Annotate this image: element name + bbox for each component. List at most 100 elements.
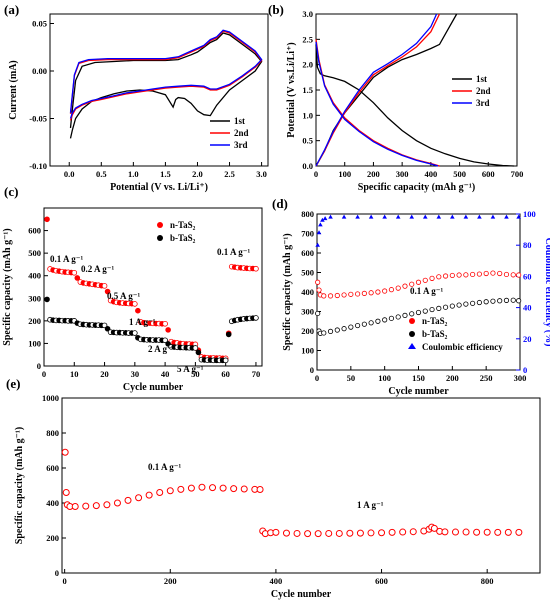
cycle-point (321, 330, 327, 336)
cycle-point (476, 271, 482, 277)
y-axis-label: Specific capacity (mAh g⁻¹) (2, 228, 13, 345)
legend-d-label: Coulombic efficiency (422, 342, 503, 352)
y-tick-label: 1000 (42, 393, 59, 403)
y-tick-label: 100 (28, 338, 41, 348)
rate-point (44, 216, 50, 223)
panel-label: (c) (4, 184, 18, 199)
rate-annotation: 0.1 A g⁻¹ (217, 247, 251, 257)
cycle-point (483, 299, 489, 305)
panel-label: (e) (6, 376, 20, 391)
rate-annotation: 0.1 A g⁻¹ (50, 254, 84, 264)
y2-axis-label: Coulombic efficiency (%) (543, 238, 550, 347)
long-cycle-point (256, 486, 264, 494)
cycle-point (368, 320, 374, 326)
long-cycle-point (166, 487, 174, 495)
cycle-point (415, 309, 422, 316)
long-cycle-point (92, 502, 100, 510)
cycle-point (315, 279, 321, 285)
x-tick-label: 0 (315, 373, 319, 383)
y-tick-label: 500 (301, 268, 314, 278)
long-cycle-point (346, 529, 354, 537)
legend-d-label: n-TaS₂ (422, 316, 448, 326)
long-cycle-point (219, 484, 227, 492)
y2-tick-label: 80 (523, 240, 532, 250)
y-tick-label: 600 (46, 463, 59, 473)
ce-point (382, 214, 387, 219)
legend-a-label: 1st (234, 116, 245, 126)
cycle-point (402, 312, 408, 318)
cycle-point (483, 270, 489, 277)
y-tick-label: 200 (28, 316, 41, 326)
y-tick-label: 0.5 (302, 136, 313, 146)
ce-point (395, 214, 401, 219)
long-cycle-point (378, 529, 386, 537)
long-cycle-point (230, 485, 238, 493)
x-axis-label: Cycle number (271, 589, 332, 600)
long-cycle-point (473, 528, 481, 536)
cycle-point (510, 297, 516, 303)
y-tick-label: 800 (301, 209, 314, 219)
cycle-point (341, 326, 347, 332)
cycle-point (476, 299, 482, 306)
x-tick-label: 150 (412, 373, 425, 383)
cycle-point (368, 290, 374, 296)
long-cycle-point (409, 528, 417, 536)
rate-point (162, 337, 168, 344)
long-cycle-point (103, 501, 111, 509)
y-tick-label: 1.0 (302, 110, 313, 120)
legend-b-label: 1st (476, 74, 487, 84)
long-cycle-point (367, 529, 375, 537)
long-cycle-point (399, 528, 407, 536)
x-axis-label: Cycle number (388, 386, 449, 397)
rate-point (132, 330, 138, 336)
cycle-point (382, 288, 388, 294)
long-cycle-point (388, 528, 396, 536)
cycle-point (388, 287, 395, 293)
cycle-point (442, 304, 449, 310)
long-cycle-point (494, 528, 502, 536)
rate-point (44, 296, 50, 303)
ce-point (368, 214, 374, 219)
y-tick-label: 600 (301, 248, 314, 258)
ce-point (315, 242, 320, 247)
x-tick-label: 20 (100, 369, 109, 379)
cycle-point (409, 311, 415, 317)
y-tick-label: 600 (28, 226, 41, 236)
y-tick-label: 0.00 (32, 66, 47, 76)
x-tick-label: 2.0 (192, 169, 203, 179)
ce-point (463, 214, 469, 219)
long-cycle-point (62, 489, 70, 496)
y2-tick-label: 60 (523, 271, 532, 281)
long-cycle-point (515, 528, 523, 536)
cycle-point (315, 310, 321, 317)
rate-point (104, 325, 111, 332)
cycle-point (449, 303, 455, 309)
x-tick-label: 30 (131, 369, 140, 379)
x-axis-label: Potential (V vs. Li/Li⁺) (110, 182, 208, 193)
y-tick-label: 300 (301, 307, 314, 317)
long-cycle-point (113, 499, 121, 507)
ce-point (355, 214, 360, 219)
cycle-point (341, 292, 347, 298)
cycle-point (402, 283, 408, 289)
rate-point (225, 331, 232, 338)
rate-annotation: 0.1 A g⁻¹ (410, 286, 444, 296)
panel-d: 0 50 100 150 200 250 3000100200300400500600700… (272, 196, 550, 397)
ce-point (328, 214, 333, 219)
y-tick-label: 200 (46, 533, 59, 543)
y-tick-label: 100 (301, 346, 314, 356)
cycle-point (516, 272, 522, 278)
x-tick-label: 1.5 (160, 169, 171, 179)
y-tick-label: 400 (46, 498, 59, 508)
legend-b-label: 2nd (476, 86, 491, 96)
cycle-point (422, 277, 428, 283)
rate-point (101, 283, 108, 289)
cycle-point (375, 289, 381, 295)
cycle-point (436, 305, 442, 311)
long-cycle-point (483, 528, 491, 536)
x-axis-label: Cycle number (123, 382, 184, 393)
x-tick-label: 300 (396, 169, 409, 179)
y2-tick-label: 40 (523, 303, 532, 313)
long-cycle-point (145, 491, 153, 499)
